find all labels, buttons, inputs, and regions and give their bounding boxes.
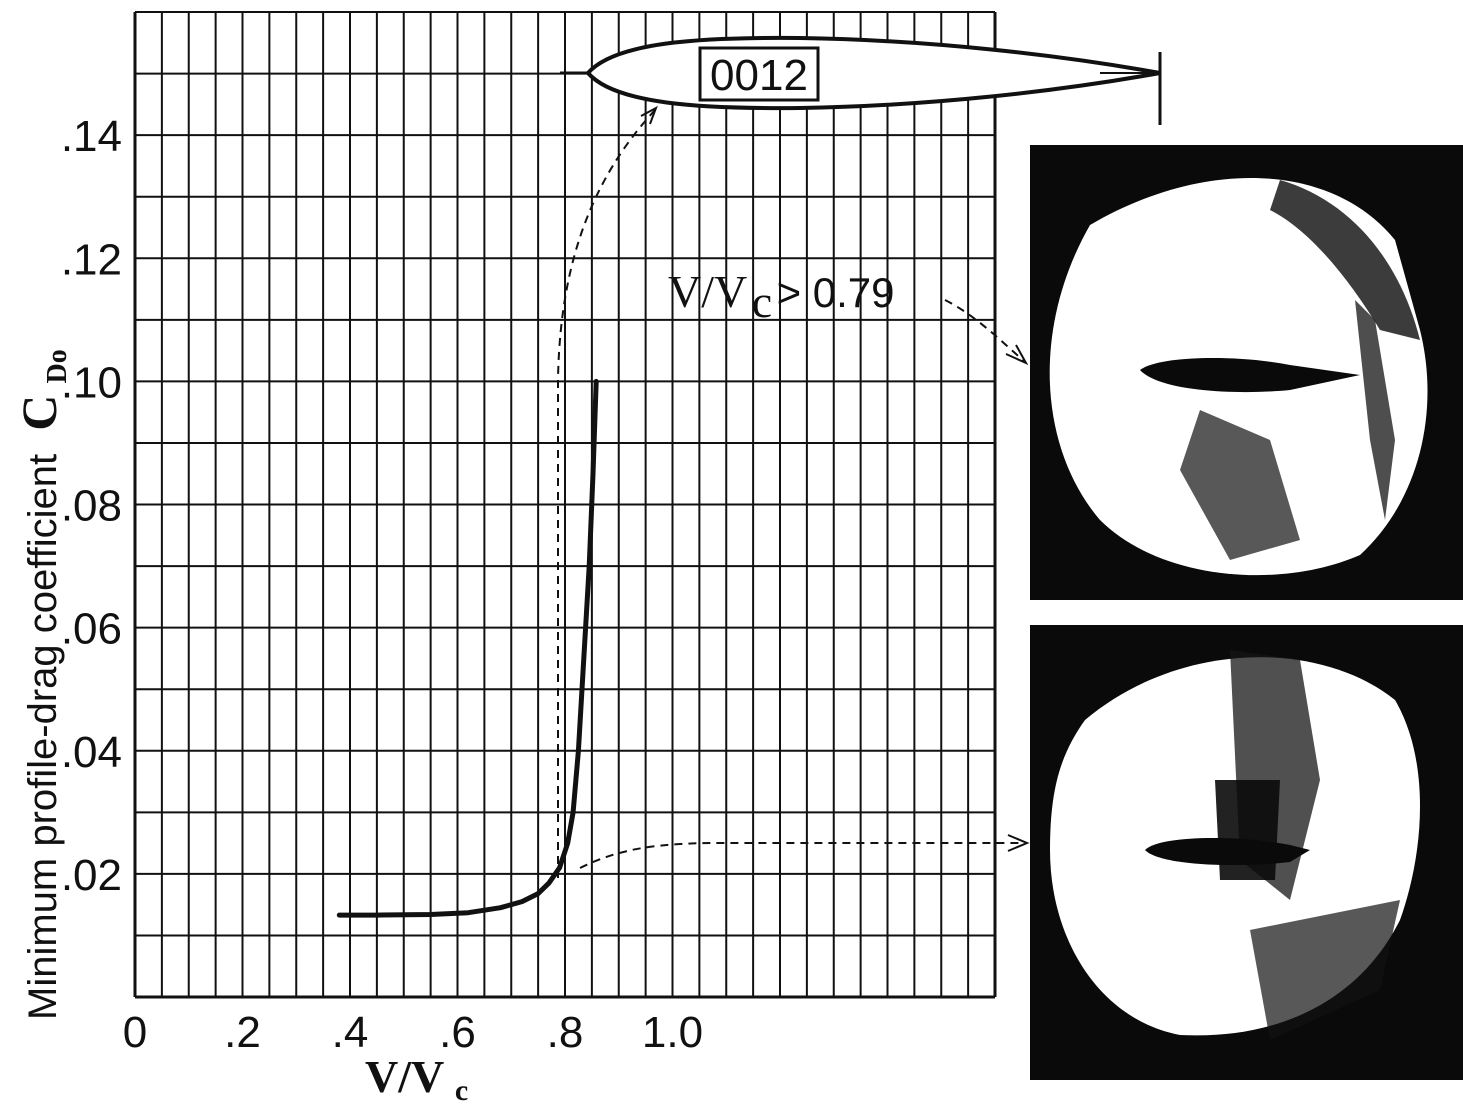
y-tick-label: .06: [61, 605, 122, 654]
y-tick-label: .12: [61, 235, 122, 284]
leader-to-airfoil-arrowhead: [640, 105, 658, 125]
x-axis-title-text: V/V: [365, 1051, 444, 1102]
y-axis-title: Minimum profile-drag coefficient C Do: [11, 349, 73, 1020]
upper-photo-model: [1140, 358, 1360, 393]
chart-grid: [133, 11, 997, 999]
airfoil-outline: [585, 35, 1161, 111]
y-axis-symbol-sub: Do: [42, 349, 73, 383]
y-tick-label: .14: [61, 112, 122, 161]
leader-to-upper-photo: [944, 299, 1026, 363]
lower-flow-photo: [1030, 625, 1463, 1080]
leader-to-airfoil: [557, 109, 656, 878]
y-tick-label: .08: [61, 482, 122, 531]
x-tick-label: .4: [332, 1008, 369, 1057]
series-line: [336, 378, 599, 918]
upper-photo-shadow-b: [1180, 410, 1300, 560]
annotation-ratio-sub: c: [752, 276, 772, 327]
y-axis-title-text: Minimum profile-drag coefficient: [21, 454, 65, 1020]
upper-photo-shadow-a: [1270, 180, 1420, 340]
airfoil-label-box: [698, 46, 820, 102]
x-tick-label: .8: [547, 1008, 584, 1057]
upper-photo-shock: [1355, 300, 1395, 520]
lower-photo-body: [1215, 780, 1280, 880]
y-tick-label: .02: [61, 851, 122, 900]
y-tick-labels: .02 .04 .06 .08 .10 .12 .14: [61, 112, 122, 900]
upper-flow-photo: [1030, 145, 1463, 600]
x-axis-title: V/V c: [365, 1051, 468, 1107]
annotation-ratio: V/V: [668, 266, 747, 317]
drag-curve-series: [336, 378, 599, 918]
y-axis-symbol: C: [11, 395, 67, 431]
x-tick-label: 1.0: [642, 1008, 703, 1057]
leader-to-lower-photo-arrowhead: [1007, 834, 1030, 852]
annotation-mach-threshold: V/V c > 0.79: [668, 266, 895, 327]
leader-to-upper-photo-arrowhead: [1005, 344, 1029, 366]
x-axis-title-sub: c: [455, 1074, 468, 1107]
x-tick-label: 0: [123, 1008, 147, 1057]
y-tick-label: .10: [61, 358, 122, 407]
airfoil-diagram: 0012: [560, 35, 1162, 125]
x-tick-labels: 0 .2 .4 .6 .8 1.0: [123, 1008, 703, 1057]
leader-to-lower-photo: [579, 842, 1025, 869]
x-tick-label: .6: [439, 1008, 476, 1057]
annotation-threshold: > 0.79: [777, 269, 895, 316]
airfoil-label: 0012: [710, 51, 808, 100]
lower-photo-shadow-b: [1250, 900, 1400, 1040]
y-tick-label: .04: [61, 728, 122, 777]
x-tick-label: .2: [224, 1008, 261, 1057]
